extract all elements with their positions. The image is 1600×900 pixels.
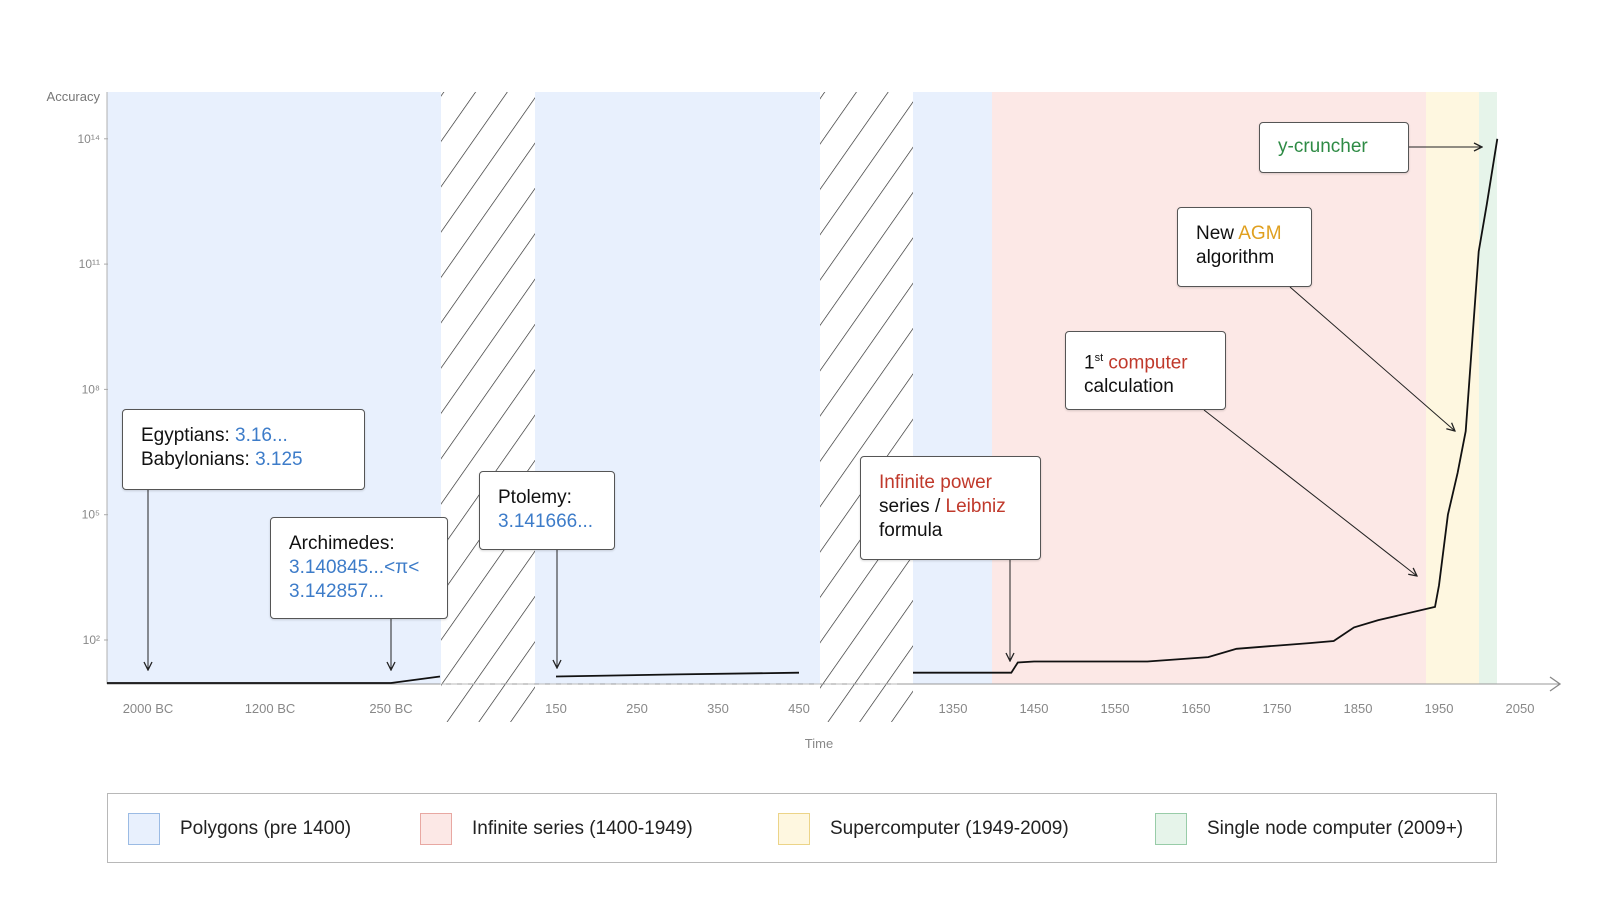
agm-arrow [1289, 286, 1455, 431]
axis-breaks [441, 92, 913, 722]
x-tick-label: 1650 [1182, 701, 1211, 716]
axis-break-hatch-2 [820, 92, 913, 722]
x-tick-label: 250 [626, 701, 648, 716]
legend-label-supercomputer: Supercomputer (1949-2009) [830, 818, 1069, 839]
x-tick-label: 450 [788, 701, 810, 716]
callout-ycruncher: y-cruncher [1259, 122, 1409, 173]
legend-item-polygons: Polygons (pre 1400) [128, 812, 351, 846]
computer-arrow [1203, 409, 1417, 576]
x-tick-label: 2050 [1506, 701, 1535, 716]
y-tick-label: 10¹¹ [79, 257, 100, 271]
legend-item-infinite-series: Infinite series (1400-1949) [420, 812, 693, 846]
x-tick-label: 1950 [1425, 701, 1454, 716]
legend-label-infinite-series: Infinite series (1400-1949) [472, 818, 693, 839]
x-tick-label: 1750 [1263, 701, 1292, 716]
y-ticks: 10² 10⁵ 10⁸ 10¹¹ 10¹⁴ [78, 132, 108, 647]
x-tick-label: 1200 BC [245, 701, 296, 716]
callout-ptolemy: Ptolemy: 3.141666... [479, 471, 615, 550]
accuracy-line-segment-2 [555, 671, 800, 678]
legend-swatch-polygons [128, 813, 160, 845]
x-tick-label: 1450 [1020, 701, 1049, 716]
callout-leibniz: Infinite power series / Leibniz formula [860, 456, 1041, 560]
y-tick-label: 10² [83, 633, 100, 647]
x-axis-arrow-icon [1549, 676, 1562, 692]
x-tick-label: 1550 [1101, 701, 1130, 716]
callout-agm: New AGM algorithm [1177, 207, 1312, 287]
x-ticks: 2000 BC 1200 BC 250 BC 150 250 350 450 1350 1450… [123, 701, 1535, 716]
legend-item-supercomputer: Supercomputer (1949-2009) [778, 812, 1069, 846]
legend-label-single-node: Single node computer (2009+) [1207, 818, 1464, 839]
x-axis-label: Time [805, 736, 833, 751]
region-single-node [1479, 92, 1497, 684]
accuracy-line-segment-1 [107, 675, 441, 684]
legend-label-polygons: Polygons (pre 1400) [180, 818, 352, 839]
callout-arrows [148, 147, 1482, 670]
accuracy-series [107, 138, 1499, 684]
y-tick-label: 10¹⁴ [78, 132, 101, 146]
x-tick-label: 1850 [1344, 701, 1373, 716]
x-tick-label: 350 [707, 701, 729, 716]
x-tick-label: 150 [545, 701, 567, 716]
callout-first-computer: 1st computer calculation [1065, 331, 1226, 410]
x-tick-label: 2000 BC [123, 701, 174, 716]
y-axis-label: Accuracy [47, 89, 101, 104]
legend-swatch-infinite-series [420, 813, 452, 845]
legend-swatch-single-node [1155, 813, 1187, 845]
axis-break-hatch-1 [441, 92, 535, 722]
region-supercomputer [1426, 92, 1479, 684]
callout-egyptians: Egyptians: 3.16... Babylonians: 3.125 [122, 409, 365, 490]
legend-swatch-supercomputer [778, 813, 810, 845]
y-tick-label: 10⁵ [82, 508, 100, 522]
legend: Polygons (pre 1400) Infinite series (140… [107, 793, 1497, 863]
legend-item-single-node: Single node computer (2009+) [1155, 812, 1463, 846]
accuracy-line-segment-3 [913, 138, 1499, 674]
callout-archimedes: Archimedes: 3.140845...<π< 3.142857... [270, 517, 448, 619]
x-tick-label: 1350 [939, 701, 968, 716]
y-tick-label: 10⁸ [82, 382, 100, 396]
x-tick-label: 250 BC [369, 701, 412, 716]
